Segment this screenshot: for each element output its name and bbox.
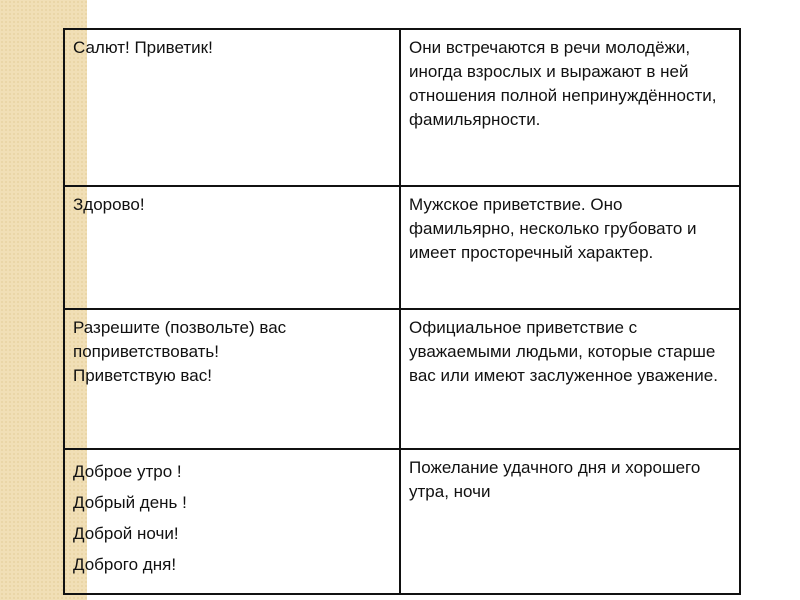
table-row: Доброе утро ! Добрый день ! Доброй ночи!… (63, 448, 741, 595)
greeting-text: Разрешите (позвольте) вас поприветствова… (73, 318, 287, 361)
greeting-text: Доброго дня! (73, 555, 177, 574)
description-cell: Официальное приветствие с уважаемыми люд… (399, 308, 741, 450)
greeting-text: Доброй ночи! (73, 524, 179, 543)
table-row: Здорово! Мужское приветствие. Оно фамиль… (63, 185, 741, 310)
greeting-text: Приветствую вас! (73, 366, 212, 385)
greeting-text: Салют! Приветик! (73, 38, 213, 57)
table-row: Салют! Приветик! Они встречаются в речи … (63, 28, 741, 187)
description-cell: Они встречаются в речи молодёжи, иногда … (399, 28, 741, 187)
greeting-cell: Разрешите (позвольте) вас поприветствова… (63, 308, 401, 450)
greeting-text: Доброе утро ! (73, 462, 182, 481)
table-row: Разрешите (позвольте) вас поприветствова… (63, 308, 741, 450)
greetings-table: Салют! Приветик! Они встречаются в речи … (63, 28, 741, 595)
greeting-cell: Здорово! (63, 185, 401, 310)
greeting-text: Здорово! (73, 195, 145, 214)
greeting-text: Добрый день ! (73, 493, 187, 512)
greeting-cell: Салют! Приветик! (63, 28, 401, 187)
description-cell: Пожелание удачного дня и хорошего утра, … (399, 448, 741, 595)
greeting-cell: Доброе утро ! Добрый день ! Доброй ночи!… (63, 448, 401, 595)
description-cell: Мужское приветствие. Оно фамильярно, нес… (399, 185, 741, 310)
